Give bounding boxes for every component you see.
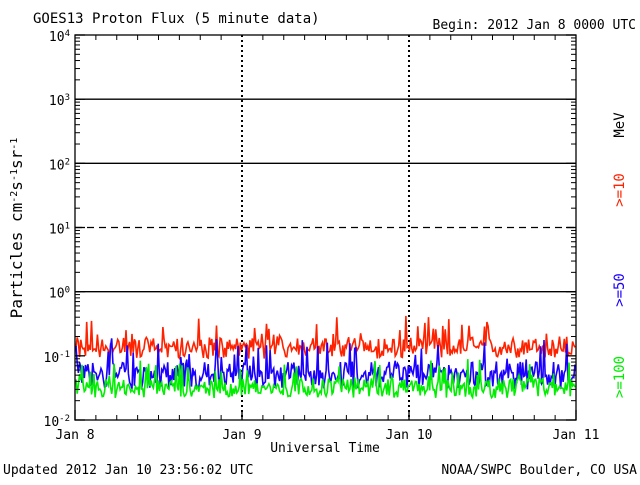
chart-title: GOES13 Proton Flux (5 minute data) [33,11,320,27]
x-tick-label: Jan 11 [553,428,600,443]
x-axis-label: Universal Time [270,441,380,456]
series-line [75,338,576,390]
begin-label: Begin: 2012 Jan 8 0000 UTC [433,18,637,33]
y-axis-label: Particles cm-2s-1sr-1 [7,138,26,319]
x-tick-label: Jan 10 [386,428,433,443]
x-tick-label: Jan 8 [55,428,94,443]
legend-entry: >=10 [612,173,628,207]
series-line [75,359,576,401]
x-tick-label: Jan 9 [222,428,261,443]
legend-unit: MeV [612,112,628,138]
updated-label: Updated 2012 Jan 10 23:56:02 UTC [3,463,253,478]
legend-entry: >=100 [612,356,628,398]
source-label: NOAA/SWPC Boulder, CO USA [441,463,637,478]
legend-entry: >=50 [612,273,628,307]
